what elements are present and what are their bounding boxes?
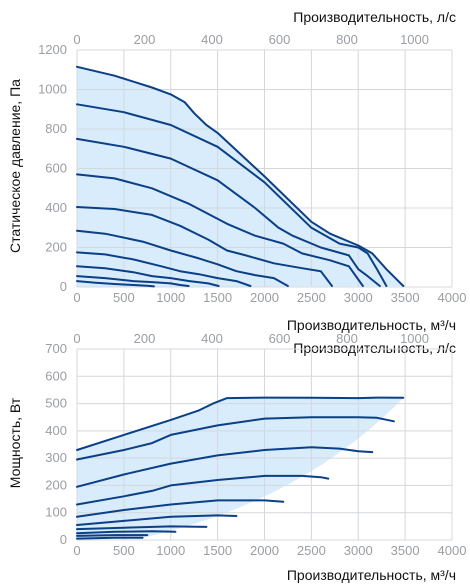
power-x2-tick-label: 800 (336, 331, 358, 346)
pressure-y-tick-label: 1200 (38, 42, 67, 57)
pressure-x-tick-label: 2500 (297, 290, 326, 305)
pressure-chart: Производительность, л/с Статическое давл… (7, 9, 466, 333)
power-y-tick-label: 600 (45, 368, 67, 383)
pressure-x-tick-label: 500 (113, 290, 135, 305)
power-curve-10 (76, 536, 144, 540)
pressure-y-tick-label: 600 (45, 161, 67, 176)
power-y-tick-label: 300 (45, 450, 67, 465)
pressure-curve-9 (76, 275, 190, 287)
power-y-tick-label: 700 (45, 341, 67, 356)
pressure-x-tick-label: 1500 (203, 290, 232, 305)
pressure-curve-5 (76, 206, 333, 287)
power-curve-3 (76, 446, 374, 488)
pressure-x-tick-label: 1000 (156, 290, 185, 305)
power-x2-tick-label: 400 (201, 331, 223, 346)
pressure-x2-tick-label: 0 (73, 32, 80, 47)
power-x-tick-label: 3500 (391, 543, 420, 558)
pressure-curve-10 (76, 280, 155, 288)
power-x2-tick-label: 1000 (400, 331, 429, 346)
power-curve-6 (76, 514, 238, 526)
pressure-x-tick-label: 2000 (250, 290, 279, 305)
power-chart-x2label: Производительность, л/с (293, 340, 456, 356)
pressure-curve-6 (76, 229, 289, 287)
power-curve-8 (76, 530, 177, 535)
pressure-curve-8 (76, 265, 220, 287)
power-y-tick-label: 200 (45, 477, 67, 492)
pressure-x2-tick-label: 600 (269, 32, 291, 47)
pressure-x-tick-label: 0 (73, 290, 80, 305)
pressure-y-tick-label: 1000 (38, 82, 67, 97)
power-chart: Производительность, л/с Мощность, Вт Про… (7, 331, 466, 583)
pressure-curve-3 (76, 137, 381, 287)
power-curve-4 (76, 474, 330, 506)
power-curve-1 (76, 396, 405, 451)
power-x-tick-label: 3000 (344, 543, 373, 558)
pressure-chart-ylabel: Статическое давление, Па (7, 79, 23, 253)
power-x-tick-label: 2500 (297, 543, 326, 558)
power-curve-9 (76, 534, 149, 537)
power-x2-tick-label: 600 (269, 331, 291, 346)
power-x-tick-label: 2000 (250, 543, 279, 558)
power-x-tick-label: 0 (73, 543, 80, 558)
pressure-y-tick-label: 800 (45, 121, 67, 136)
pressure-curve-7 (76, 251, 252, 287)
power-x-tick-label: 500 (113, 543, 135, 558)
power-x-tick-label: 1500 (203, 543, 232, 558)
power-chart-ylabel: Мощность, Вт (7, 397, 23, 488)
power-x-tick-label: 1000 (156, 543, 185, 558)
pressure-x2-tick-label: 200 (134, 32, 156, 47)
power-y-tick-label: 500 (45, 396, 67, 411)
power-y-tick-label: 400 (45, 423, 67, 438)
power-y-tick-label: 100 (45, 505, 67, 520)
pressure-x-tick-label: 4000 (438, 290, 467, 305)
power-curve-7 (76, 525, 208, 531)
pressure-x2-tick-label: 400 (201, 32, 223, 47)
pressure-curve-4 (76, 173, 364, 287)
power-working-zone (77, 397, 404, 539)
power-x-tick-label: 4000 (438, 543, 467, 558)
pressure-x-tick-label: 3500 (391, 290, 420, 305)
pressure-chart-x2label: Производительность, л/с (293, 9, 456, 25)
pressure-y-tick-label: 400 (45, 200, 67, 215)
power-curve-2 (76, 416, 395, 461)
pressure-y-tick-label: 0 (60, 279, 67, 294)
pressure-x2-tick-label: 800 (336, 32, 358, 47)
power-x2-tick-label: 200 (134, 331, 156, 346)
power-y-tick-label: 0 (60, 532, 67, 547)
power-curve-5 (76, 499, 285, 518)
power-x2-tick-label: 0 (73, 331, 80, 346)
power-chart-xlabel: Производительность, м³/ч (287, 567, 456, 583)
pressure-x2-tick-label: 1000 (400, 32, 429, 47)
pressure-x-tick-label: 3000 (344, 290, 373, 305)
pressure-chart-xlabel: Производительность, м³/ч (287, 317, 456, 333)
pressure-curve-2 (76, 103, 388, 287)
pressure-curve-1 (76, 65, 405, 287)
pressure-y-tick-label: 200 (45, 240, 67, 255)
